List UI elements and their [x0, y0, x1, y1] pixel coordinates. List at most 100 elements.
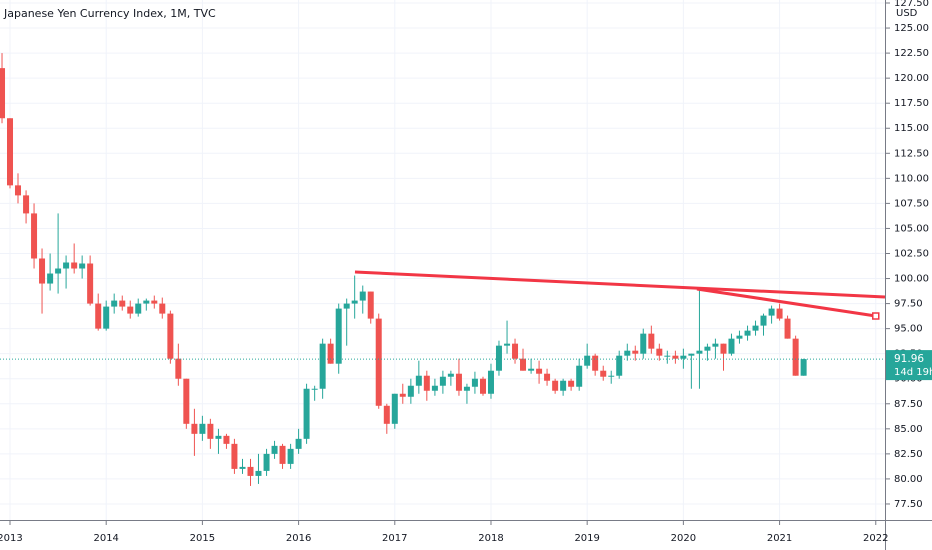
- candle-body: [471, 378, 478, 387]
- candle-body: [207, 423, 214, 439]
- candle-body: [23, 195, 30, 214]
- x-tick-label: 2018: [478, 533, 503, 544]
- candle-body: [143, 300, 150, 304]
- candle-body: [79, 263, 86, 269]
- candle-body: [536, 368, 543, 374]
- y-tick-label: 120.00: [894, 73, 929, 84]
- candle-body: [415, 375, 422, 386]
- trend-line: [354, 270, 886, 299]
- candle-body: [167, 313, 174, 359]
- candle-body: [712, 343, 719, 347]
- candle-body: [520, 358, 527, 371]
- candle-body: [672, 355, 679, 359]
- y-tick-label: 117.50: [894, 98, 929, 109]
- candle-body: [407, 385, 414, 397]
- candle-body: [111, 300, 118, 307]
- y-tick-label: 80.00: [894, 474, 923, 485]
- candle-body: [487, 370, 494, 394]
- candle-body: [199, 423, 206, 434]
- y-tick-label: 127.50: [894, 0, 929, 9]
- candle-body: [632, 350, 639, 354]
- candle-body: [55, 268, 62, 274]
- candle-body: [447, 373, 454, 377]
- price-axis-bg: [885, 0, 932, 550]
- candle-body: [47, 273, 54, 284]
- candle-body: [760, 315, 767, 326]
- candle-body: [455, 373, 462, 391]
- last-price-box: [886, 350, 932, 381]
- candle-body: [351, 300, 358, 304]
- y-tick-label: 125.00: [894, 23, 929, 34]
- overlays: [0, 270, 886, 360]
- candle-body: [592, 355, 599, 371]
- candle-body: [696, 350, 703, 354]
- candle-body: [7, 118, 14, 186]
- y-tick-label: 82.50: [894, 449, 923, 460]
- candle-body: [664, 355, 671, 357]
- candle-body: [135, 303, 142, 314]
- candle-body: [335, 308, 342, 364]
- candle-body: [431, 385, 438, 391]
- candle-body: [704, 346, 711, 351]
- candle-body: [736, 335, 743, 339]
- candle-body: [656, 348, 663, 356]
- candle-body: [95, 303, 102, 329]
- candle-body: [624, 350, 631, 356]
- candle-body: [367, 291, 374, 319]
- y-tick-label: 102.50: [894, 248, 929, 259]
- candle-body: [375, 318, 382, 406]
- x-tick-label: 2017: [382, 533, 407, 544]
- candle-body: [680, 355, 687, 359]
- x-tick-label: 2016: [286, 533, 311, 544]
- candle-body: [271, 445, 278, 454]
- candle-body: [231, 443, 238, 469]
- candle-body: [768, 308, 775, 316]
- candles: [0, 53, 807, 486]
- candle-body: [439, 376, 446, 386]
- candle-body: [255, 470, 262, 476]
- trend-line: [696, 287, 876, 318]
- x-tick-label: 2021: [767, 533, 792, 544]
- candle-body: [151, 300, 158, 304]
- y-tick-label: 107.50: [894, 198, 929, 209]
- y-tick-label: 87.50: [894, 399, 923, 410]
- candle-body: [800, 359, 807, 376]
- candle-body: [479, 378, 486, 394]
- countdown-label: 14d 19h: [894, 367, 932, 378]
- y-tick-label: 105.00: [894, 223, 929, 234]
- candle-body: [63, 262, 70, 269]
- grid: [0, 0, 885, 520]
- candle-body: [343, 303, 350, 309]
- candle-body: [688, 353, 695, 356]
- candle-body: [792, 338, 799, 376]
- candle-body: [648, 333, 655, 349]
- candle-body: [784, 318, 791, 339]
- candle-body: [560, 380, 567, 391]
- x-tick-label: 2022: [863, 533, 888, 544]
- candle-body: [279, 445, 286, 464]
- candle-body: [752, 325, 759, 331]
- candle-body: [720, 343, 727, 354]
- candle-body: [391, 393, 398, 424]
- y-tick-label: 122.50: [894, 48, 929, 59]
- last-price-label: 91.96: [894, 353, 924, 365]
- y-tick-label: 85.00: [894, 424, 923, 435]
- candle-body: [640, 333, 647, 354]
- trend-handle: [872, 312, 880, 320]
- chart-title: Japanese Yen Currency Index, 1M, TVC: [3, 7, 216, 20]
- candle-body: [247, 466, 254, 476]
- candle-body: [287, 448, 294, 464]
- candle-body: [87, 263, 94, 304]
- candle-body: [463, 386, 470, 391]
- candle-body: [215, 435, 222, 439]
- candle-body: [223, 435, 230, 444]
- candle-body: [528, 368, 535, 371]
- y-tick-label: 115.00: [894, 123, 929, 134]
- candle-body: [239, 466, 246, 469]
- candle-body: [71, 262, 78, 269]
- candle-body: [423, 375, 430, 391]
- candle-body: [311, 388, 318, 390]
- candle-body: [127, 306, 134, 314]
